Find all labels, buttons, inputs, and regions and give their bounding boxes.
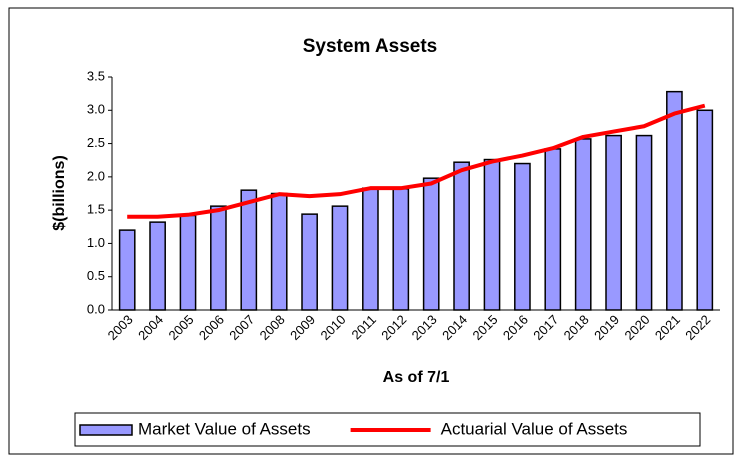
- line: [127, 103, 706, 219]
- bar: [210, 205, 227, 311]
- legend-swatch: [79, 424, 133, 436]
- bar: [149, 221, 166, 311]
- bar: [574, 138, 592, 311]
- bar: [635, 134, 653, 311]
- bar: [696, 109, 714, 311]
- bar: [514, 162, 531, 311]
- bar: [240, 189, 258, 311]
- bar: [331, 205, 349, 311]
- y-axis-title: $(billions): [51, 155, 68, 231]
- bar: [270, 192, 288, 311]
- y-tick-label: 0.5: [87, 268, 105, 283]
- legend-label: Actuarial Value of Assets: [441, 419, 628, 438]
- bar: [179, 214, 197, 311]
- bar: [301, 213, 318, 311]
- chart-title: System Assets: [303, 36, 437, 57]
- bar: [666, 90, 683, 311]
- bar: [118, 229, 136, 311]
- x-axis-title: As of 7/1: [383, 369, 450, 386]
- y-tick-label: 3.5: [87, 68, 105, 83]
- y-tick-label: 3.0: [87, 102, 105, 117]
- bar: [544, 148, 562, 311]
- bar: [605, 134, 622, 311]
- bar: [422, 177, 440, 311]
- legend-label: Market Value of Assets: [138, 419, 311, 438]
- bar: [362, 187, 379, 311]
- bar: [483, 158, 501, 311]
- y-tick-label: 1.0: [87, 235, 105, 250]
- y-tick-label: 0.0: [87, 301, 105, 316]
- y-tick-label: 2.0: [87, 168, 105, 183]
- bar: [392, 188, 410, 311]
- y-tick-label: 1.5: [87, 202, 105, 217]
- bar: [453, 161, 470, 311]
- y-tick-label: 2.5: [87, 135, 105, 150]
